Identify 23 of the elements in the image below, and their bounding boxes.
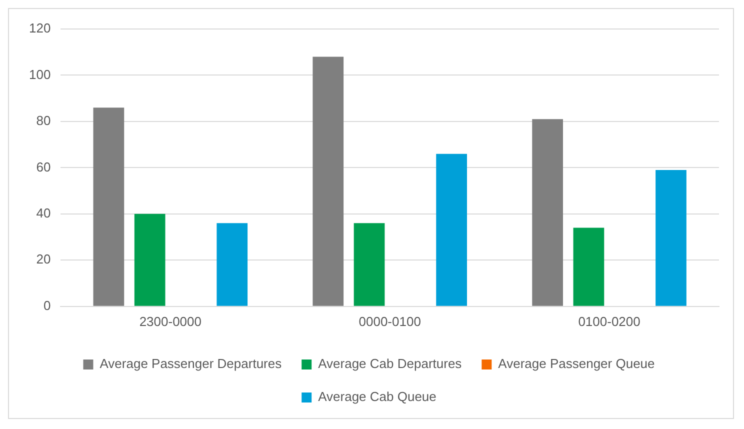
legend-label: Average Cab Queue bbox=[318, 389, 436, 404]
bar bbox=[93, 108, 124, 306]
bar bbox=[216, 223, 248, 306]
y-tick-label: 100 bbox=[28, 66, 51, 82]
bar bbox=[436, 154, 467, 306]
bar bbox=[573, 228, 604, 306]
legend-label: Average Passenger Queue bbox=[498, 356, 655, 372]
y-tick-label: 60 bbox=[36, 159, 51, 174]
legend-label: Average Cab Departures bbox=[318, 356, 462, 372]
y-tick-label: 0 bbox=[43, 298, 51, 313]
x-tick-label: 0000-0100 bbox=[358, 314, 421, 329]
legend-label: Average Passenger Departures bbox=[100, 356, 282, 372]
x-tick-label: 0100-0200 bbox=[578, 314, 640, 329]
y-tick-label: 40 bbox=[36, 206, 51, 221]
bar bbox=[312, 56, 344, 306]
y-tick-label: 80 bbox=[36, 113, 51, 128]
bar bbox=[354, 223, 385, 306]
x-tick-label: 2300-0000 bbox=[139, 314, 202, 329]
y-tick-label: 120 bbox=[28, 20, 51, 36]
bar bbox=[134, 214, 166, 306]
bar bbox=[532, 119, 563, 306]
y-tick-label: 20 bbox=[36, 252, 51, 267]
bar bbox=[656, 170, 686, 306]
